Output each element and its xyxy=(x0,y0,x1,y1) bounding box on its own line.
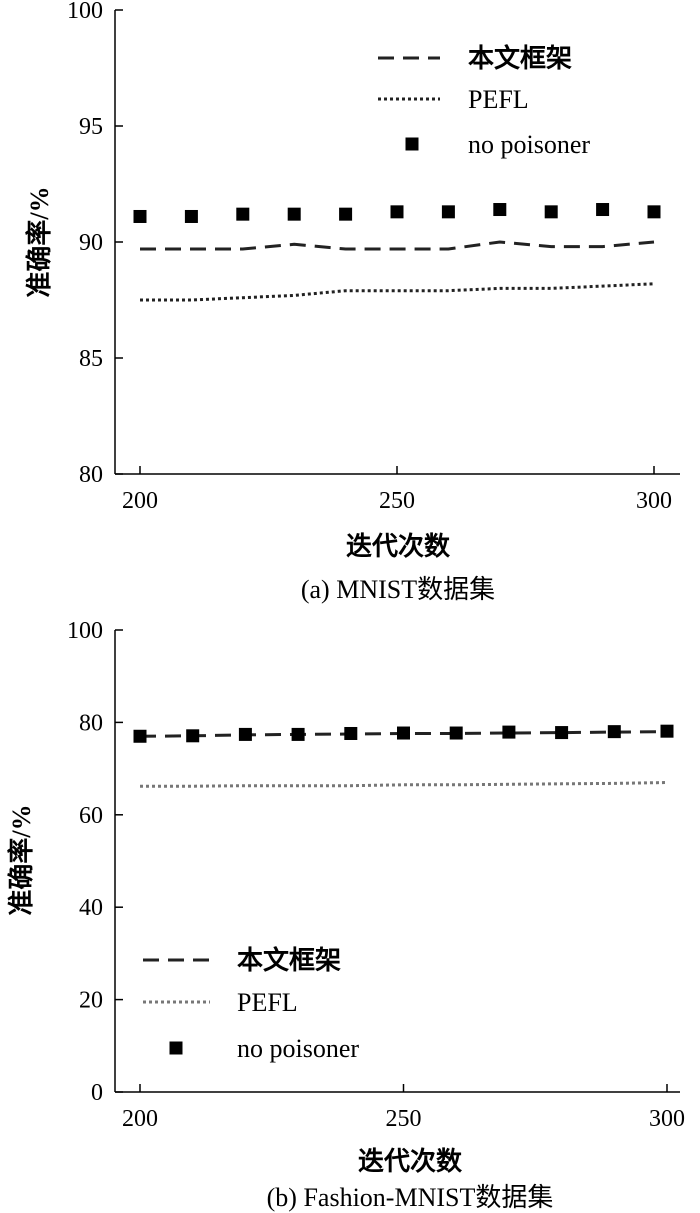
y-tick-label: 95 xyxy=(79,114,103,140)
data-point xyxy=(647,205,661,219)
y-tick-label: 60 xyxy=(79,803,103,829)
data-point xyxy=(184,209,198,223)
chart-panel-0: 80 85 90 95 100 200 250 300 迭代次数 准确率/% (a) MNIST数据… xyxy=(24,0,680,604)
y-tick-label: 80 xyxy=(79,710,103,736)
data-point xyxy=(493,203,507,217)
data-point xyxy=(344,726,358,740)
x-tick-label: 200 xyxy=(122,1106,158,1132)
data-point xyxy=(441,205,455,219)
x-tick-label: 300 xyxy=(636,488,672,514)
legend-label: 本文框架 xyxy=(468,43,572,73)
y-tick-label: 100 xyxy=(67,618,103,644)
series-line xyxy=(140,240,655,251)
y-tick-label: 20 xyxy=(79,988,103,1014)
data-point xyxy=(449,726,463,740)
x-tick-label: 250 xyxy=(379,488,415,514)
data-point xyxy=(238,727,252,741)
legend-label: PEFL xyxy=(237,988,298,1017)
series-line xyxy=(140,282,655,302)
y-axis-title: 准确率/% xyxy=(24,186,54,297)
x-tick-label: 200 xyxy=(122,488,158,514)
legend-label: no poisoner xyxy=(237,1034,359,1063)
x-axis-title: 迭代次数 xyxy=(358,1147,463,1176)
y-tick-label: 100 xyxy=(67,0,103,24)
data-point xyxy=(596,203,610,217)
legend: 本文框架 PEFL no poisoner xyxy=(378,43,590,159)
legend-label: 本文框架 xyxy=(237,945,341,975)
data-point xyxy=(397,726,410,740)
chart-panel-1: 0 20 40 60 80 100 200 250 300 迭代次数 准确率/% (b) Fashio… xyxy=(6,618,685,1212)
data-point xyxy=(291,727,305,741)
y-axis-title: 准确率/% xyxy=(6,804,36,915)
series-2 xyxy=(133,724,674,743)
series-1 xyxy=(140,781,668,788)
data-point xyxy=(339,207,353,221)
series-2 xyxy=(133,203,661,223)
data-point xyxy=(555,726,569,740)
legend: 本文框架 PEFL no poisoner xyxy=(143,945,359,1063)
y-tick-label: 40 xyxy=(79,895,103,921)
data-point xyxy=(660,724,674,738)
data-point xyxy=(544,205,558,219)
y-tick-label: 80 xyxy=(79,462,103,488)
x-tick-label: 250 xyxy=(386,1106,422,1132)
data-point xyxy=(607,725,621,739)
panel-caption: (b) Fashion-MNIST数据集 xyxy=(267,1183,554,1212)
data-point xyxy=(133,729,147,743)
x-tick-label: 300 xyxy=(649,1106,685,1132)
x-axis-title: 迭代次数 xyxy=(346,532,451,561)
data-point xyxy=(236,207,250,221)
legend-marker xyxy=(169,1041,183,1055)
legend-label: no poisoner xyxy=(468,130,590,159)
data-point xyxy=(390,205,404,219)
series-1 xyxy=(140,282,655,302)
series-line xyxy=(140,781,668,788)
legend-label: PEFL xyxy=(468,85,529,114)
data-point xyxy=(133,209,147,223)
series-0 xyxy=(140,240,655,251)
y-tick-label: 0 xyxy=(91,1080,103,1106)
data-point xyxy=(502,725,516,739)
y-tick-label: 90 xyxy=(79,230,103,256)
legend-marker xyxy=(405,137,419,151)
y-tick-label: 85 xyxy=(79,346,103,372)
data-point xyxy=(186,729,200,743)
panel-caption: (a) MNIST数据集 xyxy=(301,575,495,604)
data-point xyxy=(287,207,301,221)
